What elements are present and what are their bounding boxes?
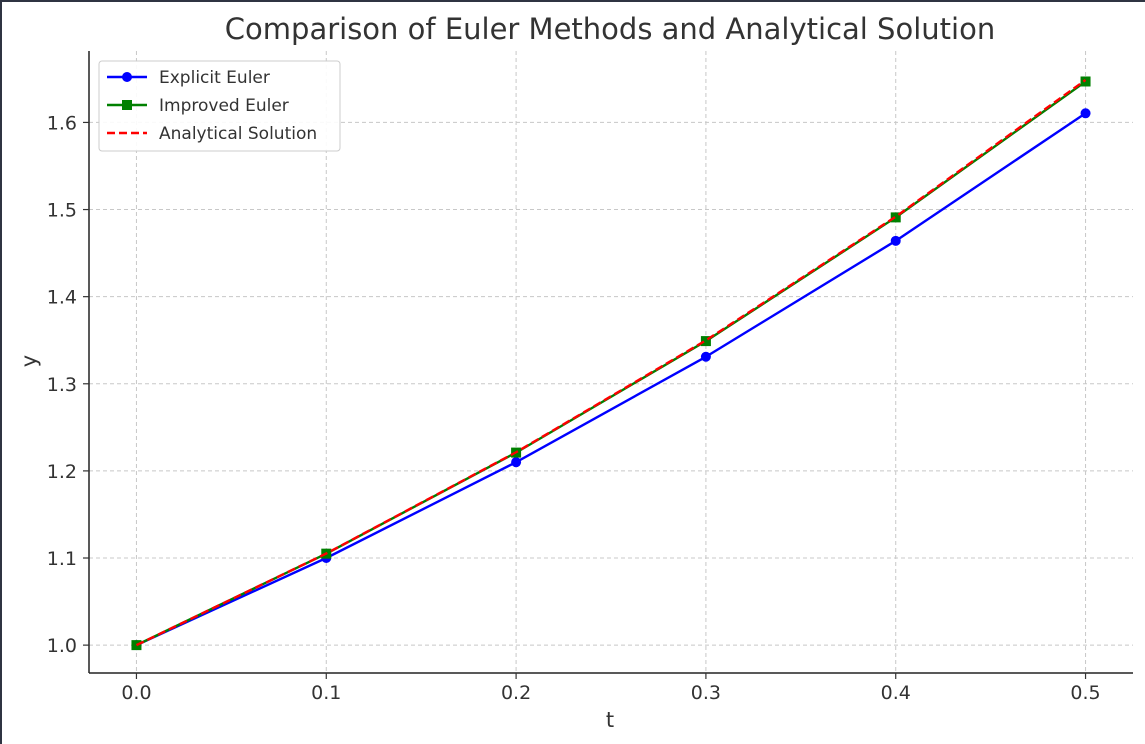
legend-item: Analytical Solution bbox=[107, 124, 317, 144]
legend-label: Improved Euler bbox=[159, 96, 289, 116]
series-analytical-solution bbox=[135, 79, 1087, 647]
series-explicit-euler bbox=[131, 108, 1091, 651]
legend: Explicit Euler Improved Euler Analytical S… bbox=[98, 60, 341, 152]
series-improved-euler bbox=[131, 76, 1091, 651]
series-layer bbox=[131, 76, 1091, 651]
x-tick-label: 0.5 bbox=[1070, 682, 1100, 704]
grid bbox=[89, 51, 1133, 673]
legend-label: Analytical Solution bbox=[159, 124, 317, 144]
data-point bbox=[1080, 108, 1091, 119]
y-tick-label: 1.2 bbox=[47, 461, 77, 483]
data-point bbox=[511, 457, 522, 468]
legend-marker bbox=[122, 72, 132, 82]
series-line bbox=[135, 79, 1087, 647]
legend-label: Explicit Euler bbox=[159, 68, 270, 88]
data-point bbox=[1080, 76, 1091, 87]
x-tick-label: 0.3 bbox=[691, 682, 721, 704]
legend-item: Explicit Euler bbox=[107, 68, 270, 88]
y-tick-label: 1.5 bbox=[47, 200, 77, 222]
x-axis-label: t bbox=[606, 708, 614, 732]
x-tick-label: 0.2 bbox=[501, 682, 531, 704]
legend-box bbox=[98, 60, 341, 152]
data-point bbox=[700, 336, 711, 347]
x-tick-label: 0.4 bbox=[881, 682, 911, 704]
y-tick-label: 1.0 bbox=[47, 635, 77, 657]
legend-item: Improved Euler bbox=[107, 96, 289, 116]
axes bbox=[88, 51, 1133, 674]
series-line bbox=[135, 112, 1087, 647]
y-tick-label: 1.6 bbox=[47, 112, 77, 134]
ticks: 0.0 0.1 0.2 0.3 0.4 0.5 1.0 1.1 1.2 1.3 1.4 1.5 1.6 bbox=[47, 112, 1101, 704]
series-line bbox=[135, 80, 1087, 647]
y-tick-label: 1.4 bbox=[47, 287, 77, 309]
data-point bbox=[890, 212, 901, 223]
legend-marker bbox=[122, 100, 132, 110]
data-point bbox=[890, 235, 901, 246]
data-point bbox=[700, 351, 711, 362]
y-axis-label: y bbox=[17, 355, 41, 367]
chart-title: Comparison of Euler Methods and Analytic… bbox=[225, 12, 995, 46]
x-tick-label: 0.1 bbox=[311, 682, 341, 704]
y-tick-label: 1.3 bbox=[47, 374, 77, 396]
x-tick-label: 0.0 bbox=[121, 682, 151, 704]
y-tick-label: 1.1 bbox=[47, 548, 77, 570]
